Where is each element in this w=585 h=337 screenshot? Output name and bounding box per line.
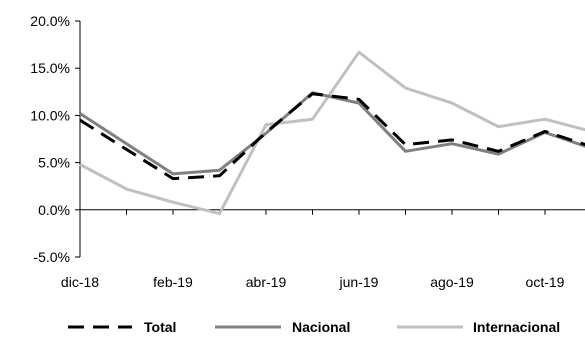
legend: Total Nacional Internacional <box>68 319 560 335</box>
legend-label-total: Total <box>144 319 176 335</box>
x-tick-label: dic-18 <box>61 274 99 290</box>
series-line-internacional <box>79 50 585 216</box>
x-tick-label: feb-19 <box>153 274 193 290</box>
y-tick-label: 20.0% <box>30 13 70 29</box>
legend-label-nacional: Nacional <box>292 319 350 335</box>
y-axis: -5.0% 0.0% 5.0% 10.0% 15.0% 20.0% <box>30 13 81 265</box>
x-tick-label: abr-19 <box>246 274 287 290</box>
x-tick-label: ago-19 <box>430 274 474 290</box>
y-tick-label: 5.0% <box>38 155 70 171</box>
y-tick-label: 15.0% <box>30 60 70 76</box>
series-group <box>79 50 585 216</box>
series-line-total <box>79 92 585 181</box>
series-line-nacional <box>79 91 585 176</box>
y-tick-label: -5.0% <box>33 249 70 265</box>
x-axis: dic-18 feb-19 abr-19 jun-19 ago-19 oct-19 <box>61 209 585 290</box>
x-tick-label: oct-19 <box>526 274 565 290</box>
y-tick-label: 10.0% <box>30 107 70 123</box>
y-tick-label: 0.0% <box>38 202 70 218</box>
x-tick-label: jun-19 <box>339 274 379 290</box>
legend-label-internacional: Internacional <box>473 319 560 335</box>
